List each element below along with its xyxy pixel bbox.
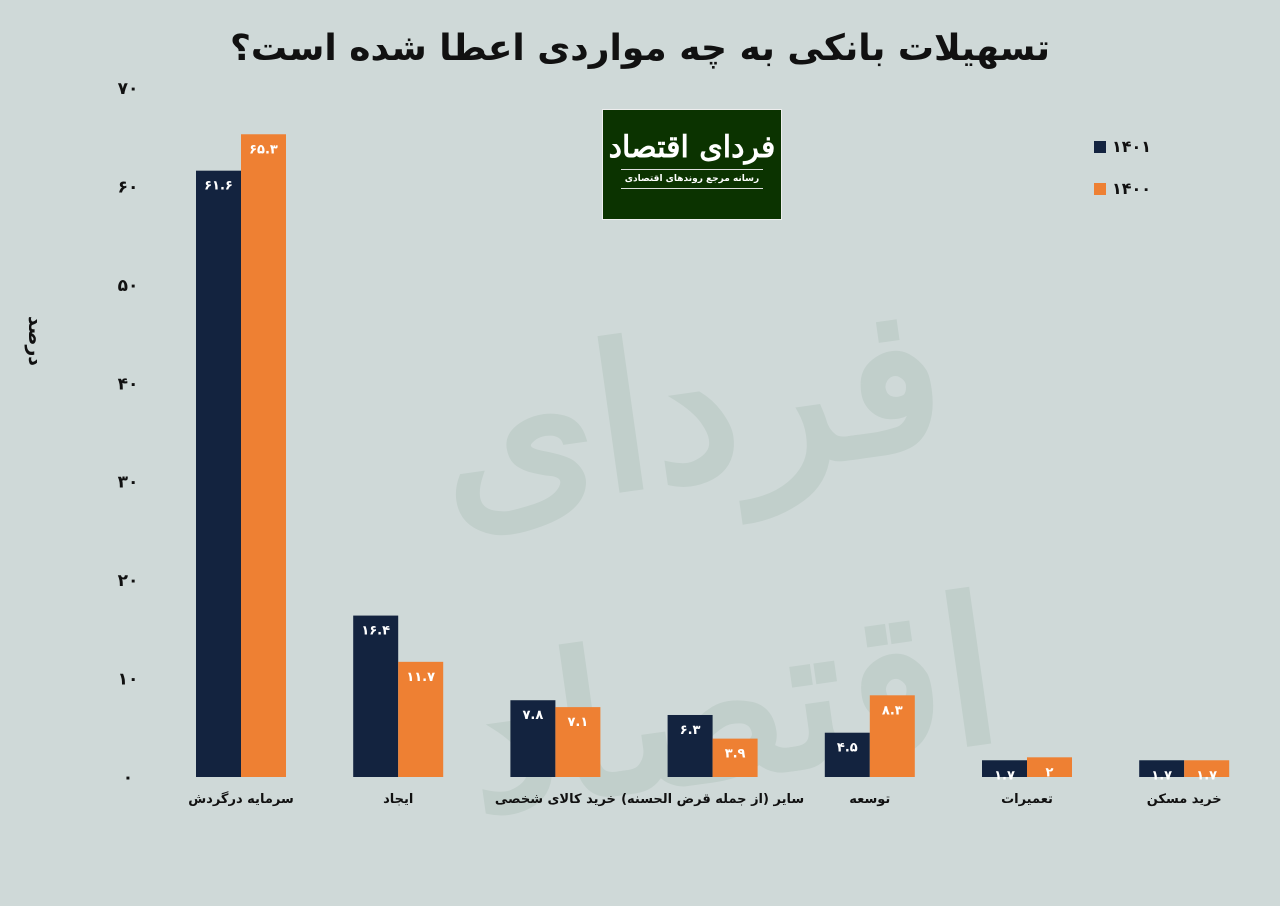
data-label: ۶۵.۳ xyxy=(249,142,278,157)
data-label: ۱.۷ xyxy=(994,768,1015,783)
data-label: ۲ xyxy=(1046,765,1054,780)
bar-1400 xyxy=(555,707,601,777)
category-label: توسعه xyxy=(849,792,890,807)
category-label: سایر (از جمله قرض الحسنه) xyxy=(621,792,804,807)
y-tick-label: ۰ xyxy=(123,768,133,788)
bar-1400 xyxy=(241,134,286,778)
data-label: ۱۶.۴ xyxy=(361,624,390,639)
bar-1401 xyxy=(824,732,870,777)
bar-1400 xyxy=(398,661,444,777)
data-label: ۱.۷ xyxy=(1196,768,1217,783)
category-label: سرمایه درگردش xyxy=(188,791,294,807)
y-tick-label: ۵۰ xyxy=(118,276,139,296)
data-label: ۷.۸ xyxy=(522,708,543,723)
bar-1401 xyxy=(510,700,556,777)
category-label: ایجاد xyxy=(383,792,413,807)
data-label: ۴.۵ xyxy=(837,741,858,756)
bar-1400 xyxy=(712,738,758,777)
logo-tagline: رسانه مرجع روندهای اقتصادی xyxy=(624,174,760,184)
bar-chart: ۰ ۱۰ ۲۰ ۳۰ ۴۰ ۵۰ ۶۰ ۷۰ ۶۱.۶ ۶۵.۳ سرمایه درگردش ۱۶.۴… xyxy=(118,79,1230,807)
data-label: ۳.۹ xyxy=(725,747,746,762)
data-label: ۸.۳ xyxy=(882,703,903,718)
y-tick-label: ۲۰ xyxy=(118,571,139,591)
bar-1400 xyxy=(869,695,915,777)
data-label: ۶۱.۶ xyxy=(204,179,233,194)
logo-name: فردای اقتصاد xyxy=(608,130,776,165)
y-tick-label: ۴۰ xyxy=(118,374,139,394)
bar-1401 xyxy=(1139,760,1185,777)
logo: فردای اقتصاد رسانه مرجع روندهای اقتصادی xyxy=(602,109,782,220)
bar-1401 xyxy=(667,714,713,777)
data-label: ۱۱.۷ xyxy=(406,670,435,685)
legend-item-1401: ۱۴۰۱ xyxy=(1094,137,1151,156)
data-label: ۷.۱ xyxy=(567,715,588,730)
legend-item-1400: ۱۴۰۰ xyxy=(1094,179,1151,198)
bar-1400 xyxy=(1184,760,1230,777)
y-tick-label: ۱۰ xyxy=(118,670,139,690)
data-label: ۶.۳ xyxy=(680,723,701,738)
y-tick-label: ۷۰ xyxy=(118,79,139,99)
bar-1401 xyxy=(196,170,241,777)
bar-1400 xyxy=(1027,757,1072,777)
legend-swatch xyxy=(1094,140,1106,153)
chart-title: تسهیلات بانکی به چه مواردی اعطا شده است؟ xyxy=(230,28,1050,69)
bar-1401 xyxy=(982,760,1027,777)
legend-label: ۱۴۰۱ xyxy=(1112,137,1152,156)
category-label: خرید مسکن xyxy=(1147,792,1222,807)
y-tick-label: ۳۰ xyxy=(118,473,139,493)
legend-swatch xyxy=(1094,182,1106,195)
data-label: ۱.۷ xyxy=(1151,768,1172,783)
y-tick-label: ۶۰ xyxy=(118,177,139,197)
bar-1401 xyxy=(353,615,399,777)
category-label: تعمیرات xyxy=(1001,792,1053,807)
legend-label: ۱۴۰۰ xyxy=(1112,179,1152,198)
category-label: خرید کالای شخصی xyxy=(495,792,616,807)
